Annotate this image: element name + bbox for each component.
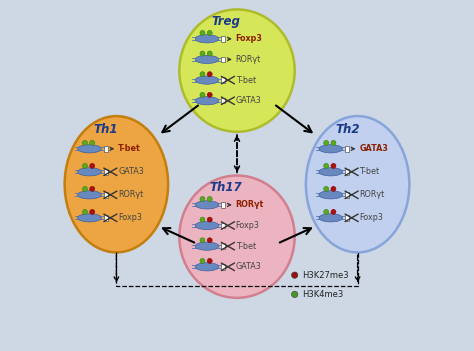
- Ellipse shape: [200, 197, 205, 201]
- Bar: [221, 264, 225, 270]
- Text: GATA3: GATA3: [236, 96, 261, 105]
- Ellipse shape: [78, 214, 101, 222]
- Ellipse shape: [195, 242, 219, 250]
- Ellipse shape: [207, 92, 212, 97]
- Ellipse shape: [324, 140, 328, 145]
- Ellipse shape: [319, 214, 343, 222]
- Text: T-bet: T-bet: [236, 75, 256, 85]
- Text: T-bet: T-bet: [118, 144, 141, 153]
- Ellipse shape: [200, 72, 205, 77]
- Text: Foxp3: Foxp3: [359, 213, 383, 222]
- Ellipse shape: [179, 176, 295, 298]
- Bar: [221, 57, 225, 62]
- Text: Treg: Treg: [211, 15, 240, 28]
- Ellipse shape: [195, 76, 219, 84]
- Bar: [221, 98, 225, 104]
- Ellipse shape: [207, 238, 212, 243]
- Ellipse shape: [200, 258, 205, 263]
- Ellipse shape: [78, 168, 101, 176]
- Ellipse shape: [331, 140, 336, 145]
- Text: T-bet: T-bet: [236, 242, 256, 251]
- Text: RORγt: RORγt: [236, 200, 264, 209]
- Ellipse shape: [207, 258, 212, 263]
- Text: Foxp3: Foxp3: [236, 221, 259, 230]
- Ellipse shape: [195, 201, 219, 209]
- Text: GATA3: GATA3: [359, 144, 388, 153]
- Text: RORγt: RORγt: [359, 190, 384, 199]
- Ellipse shape: [82, 210, 87, 214]
- Text: RORγt: RORγt: [118, 190, 143, 199]
- Text: RORγt: RORγt: [236, 55, 261, 64]
- Ellipse shape: [90, 210, 95, 214]
- Text: Foxp3: Foxp3: [236, 34, 263, 43]
- Ellipse shape: [82, 163, 87, 168]
- Ellipse shape: [292, 272, 298, 278]
- Bar: [103, 215, 108, 220]
- Bar: [345, 192, 349, 198]
- Ellipse shape: [195, 55, 219, 64]
- Text: H3K4me3: H3K4me3: [302, 290, 344, 299]
- Ellipse shape: [179, 9, 295, 132]
- Text: T-bet: T-bet: [359, 167, 380, 176]
- Bar: [221, 223, 225, 228]
- Ellipse shape: [319, 191, 343, 199]
- Ellipse shape: [195, 263, 219, 271]
- Text: Foxp3: Foxp3: [118, 213, 142, 222]
- Ellipse shape: [200, 238, 205, 243]
- Ellipse shape: [207, 197, 212, 201]
- Ellipse shape: [195, 97, 219, 105]
- Text: Th17: Th17: [209, 181, 242, 194]
- Bar: [345, 146, 349, 152]
- Bar: [221, 202, 225, 207]
- Text: Th1: Th1: [94, 123, 118, 136]
- Ellipse shape: [90, 163, 95, 168]
- Ellipse shape: [82, 140, 87, 145]
- Bar: [221, 244, 225, 249]
- Ellipse shape: [324, 210, 328, 214]
- Ellipse shape: [82, 186, 87, 191]
- Ellipse shape: [207, 31, 212, 35]
- Bar: [103, 146, 108, 152]
- Bar: [221, 77, 225, 83]
- Ellipse shape: [324, 186, 328, 191]
- Ellipse shape: [64, 116, 168, 252]
- Bar: [345, 215, 349, 220]
- Bar: [103, 169, 108, 174]
- Ellipse shape: [324, 163, 328, 168]
- Ellipse shape: [292, 291, 298, 298]
- Ellipse shape: [90, 186, 95, 191]
- Ellipse shape: [207, 217, 212, 222]
- Ellipse shape: [306, 116, 410, 252]
- Ellipse shape: [78, 191, 101, 199]
- Ellipse shape: [331, 163, 336, 168]
- Ellipse shape: [200, 31, 205, 35]
- Ellipse shape: [200, 217, 205, 222]
- Ellipse shape: [200, 51, 205, 56]
- Ellipse shape: [200, 92, 205, 97]
- Text: Th2: Th2: [335, 123, 359, 136]
- Ellipse shape: [90, 140, 95, 145]
- Ellipse shape: [207, 72, 212, 77]
- Bar: [221, 36, 225, 41]
- Ellipse shape: [195, 35, 219, 43]
- Text: H3K27me3: H3K27me3: [302, 271, 349, 280]
- Ellipse shape: [319, 168, 343, 176]
- Bar: [345, 169, 349, 174]
- Text: GATA3: GATA3: [236, 262, 261, 271]
- Ellipse shape: [331, 186, 336, 191]
- Ellipse shape: [319, 145, 343, 153]
- Bar: [103, 192, 108, 198]
- Ellipse shape: [207, 51, 212, 56]
- Ellipse shape: [331, 210, 336, 214]
- Ellipse shape: [195, 221, 219, 230]
- Ellipse shape: [78, 145, 101, 153]
- Text: GATA3: GATA3: [118, 167, 144, 176]
